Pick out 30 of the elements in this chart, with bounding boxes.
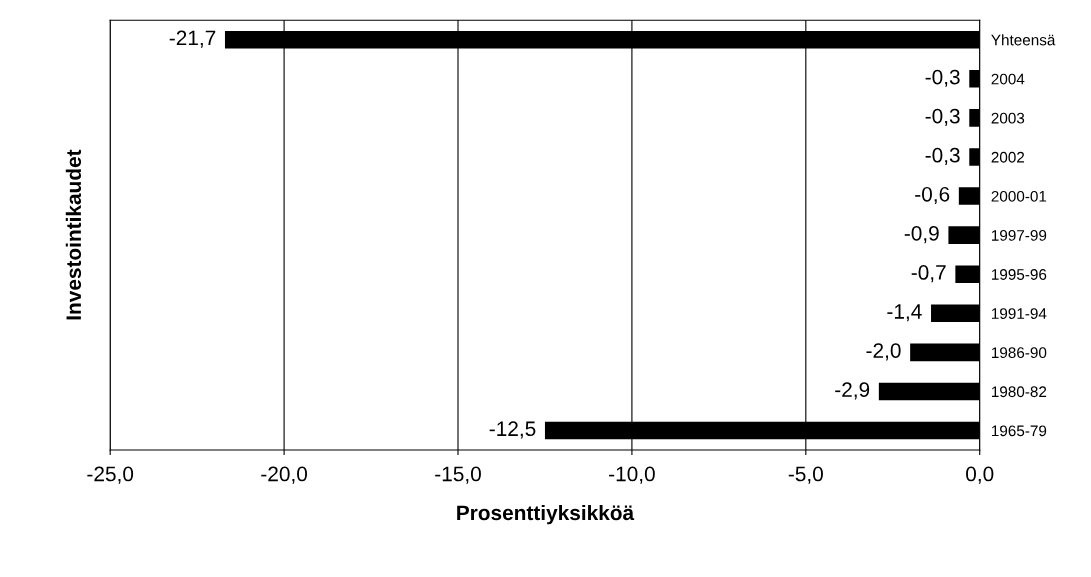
y-tick-label: 1986-90 [991,347,1047,359]
data-label: -0,7 [911,265,946,283]
data-label: -2,9 [835,382,870,400]
data-label: -0,9 [904,225,939,244]
data-label: -0,3 [925,147,960,166]
y-tick-label: 1997-99 [991,230,1047,241]
y-axis-title: Investointikaudet [65,149,82,320]
y-tick-label: 2000-01 [991,190,1047,202]
y-tick-label: 1995-96 [991,269,1047,280]
x-tick-label: -5,0 [788,466,823,484]
data-label: -0,3 [925,108,960,126]
y-tick-label: Yhteensä [991,34,1056,46]
data-label: -21,7 [169,30,216,48]
y-tick-label: 1980-82 [991,386,1047,398]
x-tick-label: -15,0 [435,466,481,484]
x-tick-label: -20,0 [261,466,308,484]
y-tick-label: 2004 [991,73,1025,85]
data-label: -1,4 [887,304,922,322]
y-tick-label: 1965-79 [991,425,1047,437]
data-label: -12,5 [489,421,536,439]
x-tick-label: -25,0 [87,466,134,484]
x-tick-label: 0,0 [966,466,994,484]
y-tick-label: 1991-94 [991,308,1047,319]
y-tick-label: 2002 [991,151,1025,163]
x-tick-label: -10,0 [609,466,655,484]
y-tick-label: 2003 [991,112,1025,124]
data-label: -0,6 [915,186,950,205]
x-axis-title: Prosenttiyksikköä [457,504,635,525]
data-label: -2,0 [866,343,901,361]
data-label: -0,3 [925,69,960,87]
